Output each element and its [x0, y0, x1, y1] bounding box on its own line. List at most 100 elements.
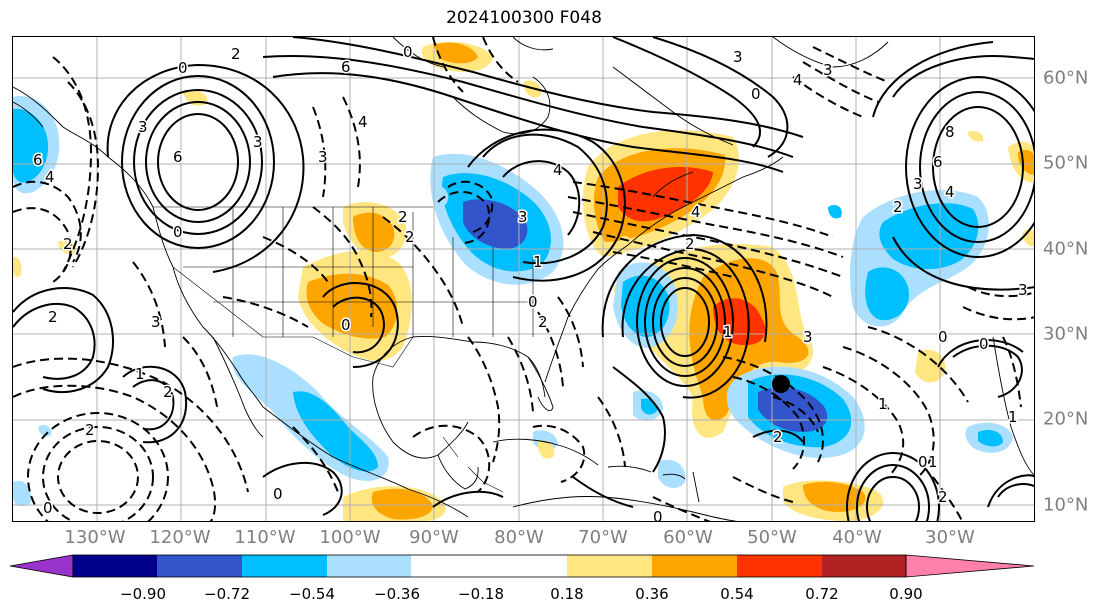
- colorbar-segment: [822, 555, 906, 577]
- contour-label: 2: [773, 428, 783, 446]
- lat-label: 50°N: [1043, 152, 1089, 174]
- colorbar-label: −0.36: [374, 585, 420, 603]
- contour-label: 1: [135, 365, 145, 383]
- colorbar-segment: [327, 555, 411, 577]
- contour-label: 1: [723, 323, 733, 341]
- colorbar-extend-low: [10, 554, 74, 578]
- shade-lightblue: [38, 424, 52, 437]
- political-borders: [153, 206, 534, 493]
- contour-label: 0: [341, 316, 351, 334]
- contour-label: 0: [43, 499, 53, 517]
- contour-label: 3: [913, 175, 923, 193]
- lat-label: 20°N: [1043, 408, 1089, 430]
- contour-label: 1: [878, 395, 888, 413]
- contour-label: 0: [178, 59, 188, 77]
- contour-label: 8: [945, 123, 955, 141]
- contour-labels: 0 3 6 3 0 2 4 4 8 6 3 4 2 0 3 4 3 1 3 2 …: [32, 42, 1030, 522]
- shade-yellow: [968, 131, 984, 142]
- shade-blue: [828, 205, 842, 219]
- contour-label: 2: [538, 313, 548, 331]
- contour-label: 3: [803, 328, 813, 346]
- lon-label: 100°W: [319, 527, 381, 548]
- contour-label: 4: [358, 113, 368, 131]
- shade-yellow: [13, 256, 22, 277]
- contour-label: 2: [63, 235, 73, 253]
- shade-blue: [865, 267, 909, 321]
- shade-red: [618, 167, 713, 222]
- colorbar-label: 0.36: [635, 585, 669, 603]
- contour-label: 0: [273, 485, 283, 503]
- shade-lightblue: [432, 186, 449, 206]
- contour-label: 6: [33, 151, 43, 169]
- colorbar-segment: [652, 555, 737, 577]
- contour-label: 2: [893, 198, 903, 216]
- forecast-map: 0 3 6 3 0 2 4 4 8 6 3 4 2 0 3 4 3 1 3 2 …: [13, 37, 1034, 522]
- lon-label: 110°W: [234, 527, 296, 548]
- contour-label: 3: [733, 48, 743, 66]
- lon-label: 30°W: [925, 527, 975, 548]
- lat-label: 40°N: [1043, 238, 1089, 260]
- contour-label: 4: [553, 161, 563, 179]
- contour-label: 3: [823, 61, 833, 79]
- shade-orange: [371, 488, 433, 520]
- shade-blue: [293, 391, 378, 472]
- contour-label: 0: [403, 43, 413, 61]
- contour-label: 0: [528, 293, 538, 311]
- map-panel: 0 3 6 3 0 2 4 4 8 6 3 4 2 0 3 4 3 1 3 2 …: [12, 36, 1035, 522]
- colorbar-segment: [567, 555, 652, 577]
- lon-label: 130°W: [64, 527, 126, 548]
- contour-label: 1: [1008, 408, 1018, 426]
- colorbar-label: 0.18: [550, 585, 584, 603]
- contour-label: 3: [318, 148, 328, 166]
- contour-label: 0: [173, 223, 183, 241]
- contour-label: 3: [138, 118, 148, 136]
- colorbar-segment: [242, 555, 327, 577]
- contour-label: 2: [231, 45, 241, 63]
- shade-blue: [978, 430, 1003, 447]
- contour-label: 2: [405, 228, 415, 246]
- lon-label: 70°W: [578, 527, 628, 548]
- solid-contours: [13, 37, 1034, 521]
- lon-label: 60°W: [663, 527, 713, 548]
- lon-label: 40°W: [832, 527, 882, 548]
- colorbar-label: −0.72: [204, 585, 250, 603]
- contour-label: 4: [45, 168, 55, 186]
- contour-label: 2: [938, 488, 948, 506]
- contour-label: 2: [163, 383, 173, 401]
- colorbar-extend-high: [905, 554, 1035, 578]
- dashed-contours: [13, 37, 1034, 521]
- storm-center-marker: [772, 375, 790, 393]
- colorbar-label: −0.18: [458, 585, 504, 603]
- contour-label: 2: [398, 208, 408, 226]
- lon-label: 50°W: [747, 527, 797, 548]
- lat-label: 60°N: [1043, 67, 1089, 89]
- colorbar-label: 0.90: [889, 585, 923, 603]
- contour-label: 2: [685, 235, 695, 253]
- colorbar-segment: [411, 555, 567, 577]
- map-title: 2024100300 F048: [446, 8, 602, 28]
- contour-label: 4: [945, 183, 955, 201]
- shade-blue: [621, 275, 670, 337]
- contour-label: 0: [918, 453, 928, 471]
- contour-label: 2: [85, 421, 95, 439]
- contour-label: 3: [1018, 281, 1028, 299]
- shade-orange: [433, 42, 478, 64]
- gridlines: [13, 37, 1034, 521]
- lon-label: 120°W: [149, 527, 211, 548]
- lat-label: 10°N: [1043, 494, 1089, 516]
- lon-label: 90°W: [409, 527, 459, 548]
- colorbar-label: −0.54: [289, 585, 335, 603]
- shade-yellow: [915, 349, 946, 383]
- contour-label: 1: [928, 453, 938, 471]
- contour-label: 2: [48, 308, 58, 326]
- colorbar: [10, 554, 1035, 578]
- contour-label: 3: [151, 313, 161, 331]
- contour-label: 1: [533, 253, 543, 271]
- contour-label: 0: [938, 328, 948, 346]
- colorbar-segment: [73, 555, 157, 577]
- colorbar-label: 0.72: [805, 585, 839, 603]
- contour-label: 0: [653, 508, 663, 522]
- shade-yellow: [537, 440, 555, 459]
- contour-label: 6: [341, 58, 351, 76]
- contour-label: 4: [793, 71, 803, 89]
